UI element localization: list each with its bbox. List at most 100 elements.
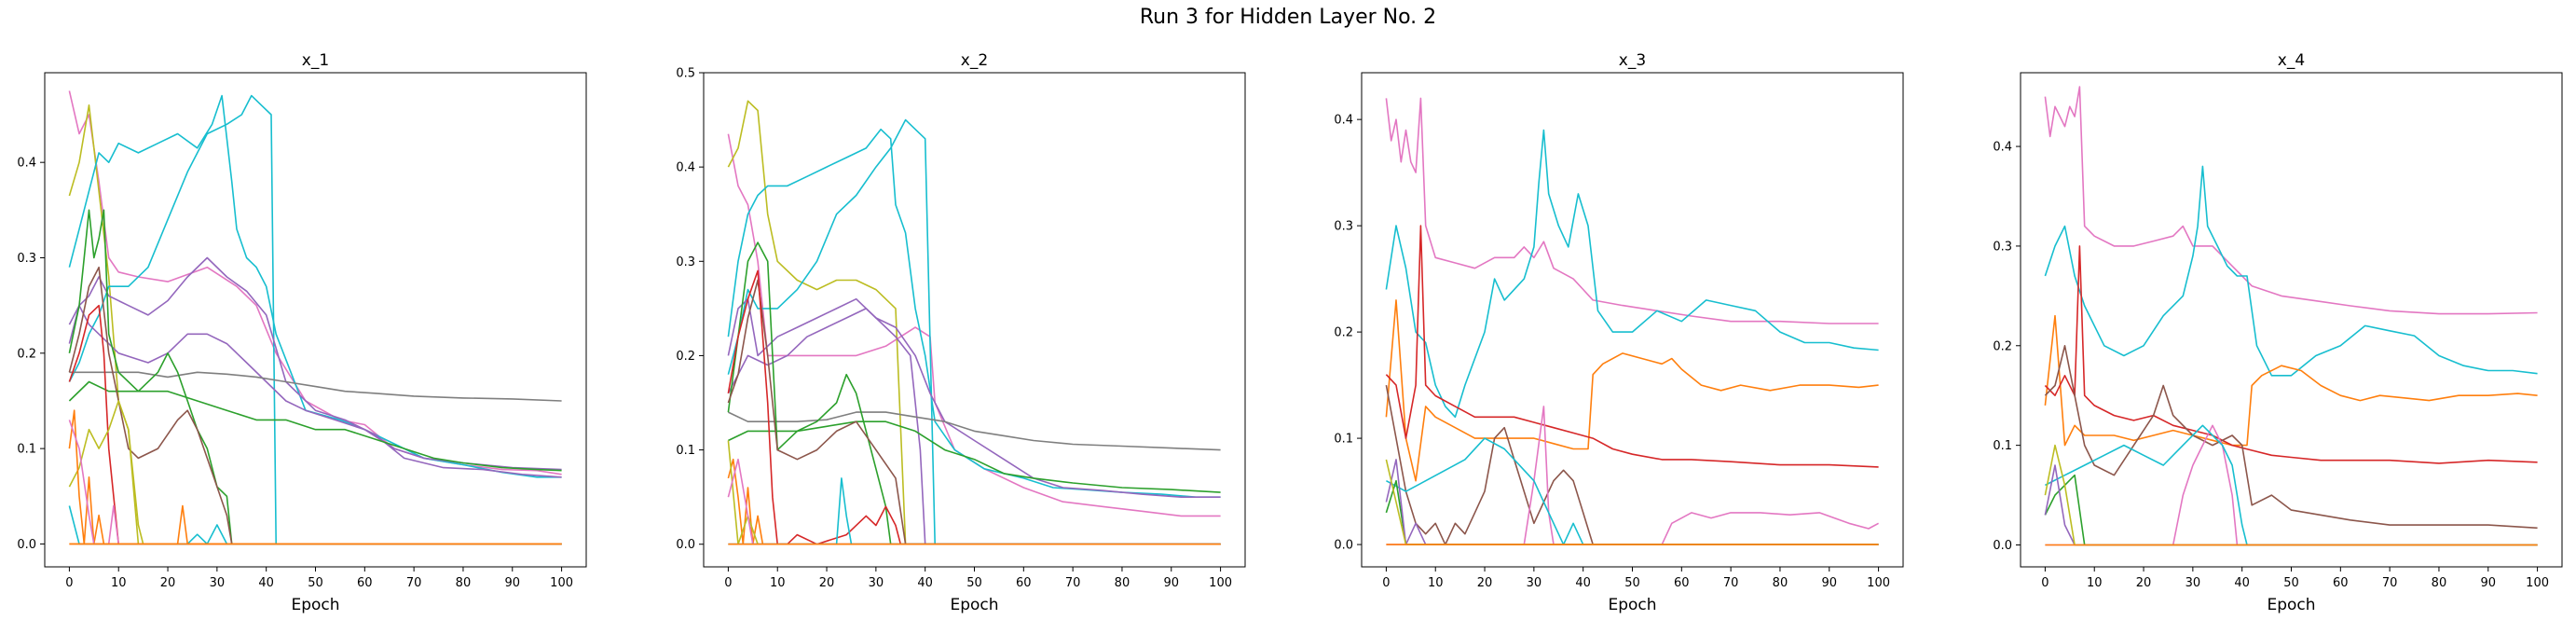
series-line-11	[69, 306, 561, 544]
x-axis-label: Epoch	[1608, 596, 1656, 614]
x-tick-label: 10	[111, 576, 127, 590]
subplot-title: x_2	[961, 51, 988, 70]
y-tick-label: 0.3	[1993, 240, 2012, 254]
x-tick-label: 40	[917, 576, 933, 590]
x-tick-label: 100	[1209, 576, 1232, 590]
series-line-1	[69, 90, 561, 474]
series-line-14	[728, 441, 1220, 544]
series-line-15	[69, 506, 561, 544]
x-tick-label: 50	[308, 576, 323, 590]
subplot-4: 0 10 20 30 40 50 60 70 80 90 100 0.0 0.1 0.2 0.3 0.4 x_4…	[1993, 51, 2562, 614]
subplot-title: x_1	[302, 51, 329, 70]
y-tick-label: 0.0	[1993, 539, 2012, 553]
series-line-14	[69, 420, 561, 544]
series-line-16	[69, 506, 561, 544]
series-line-8	[69, 210, 561, 544]
series-line-10	[2045, 446, 2537, 545]
y-tick-label: 0.4	[676, 161, 695, 175]
series-line-11	[728, 270, 1220, 544]
x-axis-label: Epoch	[950, 596, 998, 614]
x-tick-label: 60	[1674, 576, 1690, 590]
x-tick-label: 70	[406, 576, 422, 590]
x-tick-label: 50	[966, 576, 982, 590]
series-line-2	[69, 105, 561, 544]
series-line-12	[69, 401, 561, 544]
series-line-2	[2045, 166, 2537, 375]
subplot-3: 0 10 20 30 40 50 60 70 80 90 1000.00.10.20.30.4x_3…	[1334, 51, 1903, 614]
x-tick-label: 100	[550, 576, 573, 590]
series-line-4	[728, 120, 1220, 544]
series-line-3	[2045, 316, 2537, 446]
y-tick-label: 0.4	[17, 157, 36, 171]
series-line-4	[2045, 246, 2537, 463]
series-line-1	[1386, 98, 1878, 324]
y-tick-label: 0.0	[17, 538, 36, 552]
x-tick-label: 80	[1115, 576, 1130, 590]
x-tick-label: 20	[160, 576, 176, 590]
y-tick-label: 0.4	[1993, 141, 2012, 155]
y-tick-label: 0.4	[1334, 114, 1353, 128]
x-tick-label: 10	[2087, 576, 2103, 590]
x-tick-label: 70	[2382, 576, 2398, 590]
x-tick-label: 40	[1575, 576, 1591, 590]
x-tick-label: 90	[2480, 576, 2496, 590]
x-tick-label: 100	[1867, 576, 1890, 590]
x-tick-label: 100	[2526, 576, 2549, 590]
series-line-10	[728, 281, 1220, 544]
axes-frame	[704, 73, 1245, 567]
x-tick-label: 90	[1163, 576, 1179, 590]
x-tick-label: 20	[2136, 576, 2152, 590]
subplot-2: 0 10 20 30 40 50 60 70 80 90 100 0.0 0.1 0.2 0.3 0.4 0.5…	[676, 51, 1245, 614]
x-tick-label: 30	[1527, 576, 1542, 590]
x-tick-label: 60	[1016, 576, 1032, 590]
subplot-title: x_4	[2278, 51, 2305, 70]
x-tick-label: 50	[2283, 576, 2299, 590]
x-tick-label: 0	[1382, 576, 1390, 590]
x-tick-label: 40	[2234, 576, 2250, 590]
x-tick-label: 20	[819, 576, 835, 590]
y-tick-label: 0.3	[1334, 220, 1353, 234]
series-line-1	[2045, 87, 2537, 314]
y-tick-label: 0.0	[1334, 539, 1353, 553]
x-tick-label: 90	[504, 576, 520, 590]
series-line-6	[728, 309, 1220, 497]
x-tick-label: 60	[2333, 576, 2349, 590]
series-line-9	[69, 382, 561, 471]
y-tick-label: 0.0	[676, 538, 695, 552]
x-tick-label: 40	[258, 576, 274, 590]
y-tick-label: 0.1	[17, 443, 36, 457]
series-line-2	[728, 101, 1220, 544]
x-tick-label: 30	[869, 576, 884, 590]
series-line-8	[728, 242, 1220, 544]
x-tick-label: 80	[456, 576, 472, 590]
axes-frame	[1362, 73, 1903, 567]
y-tick-label: 0.1	[1993, 439, 2012, 453]
y-tick-label: 0.1	[676, 444, 695, 458]
y-tick-label: 0.3	[17, 252, 36, 266]
x-tick-label: 0	[724, 576, 732, 590]
subplot-1: 0 10 20 30 40 50 60 70 80 90 1000.00.10.20.30.4x_1…	[17, 51, 586, 614]
x-tick-label: 90	[1821, 576, 1837, 590]
series-line-7	[2045, 425, 2537, 544]
x-tick-label: 0	[65, 576, 73, 590]
axes-frame	[2021, 73, 2562, 567]
series-line-9	[1386, 460, 1878, 544]
x-tick-label: 70	[1065, 576, 1081, 590]
x-tick-label: 20	[1477, 576, 1493, 590]
subplot-title: x_3	[1619, 51, 1646, 70]
series-line-15	[728, 460, 1220, 544]
series-line-6	[2045, 425, 2537, 544]
series-group	[2045, 87, 2537, 545]
x-tick-label: 80	[2432, 576, 2447, 590]
x-tick-label: 10	[770, 576, 786, 590]
series-line-2	[1386, 131, 1878, 418]
series-line-6	[1386, 406, 1878, 544]
y-tick-label: 0.2	[1334, 326, 1353, 340]
y-tick-label: 0.2	[1993, 339, 2012, 353]
series-line-3	[69, 96, 561, 477]
y-tick-label: 0.2	[676, 350, 695, 364]
x-tick-label: 30	[210, 576, 226, 590]
x-tick-label: 70	[1723, 576, 1739, 590]
series-group	[1386, 98, 1878, 544]
